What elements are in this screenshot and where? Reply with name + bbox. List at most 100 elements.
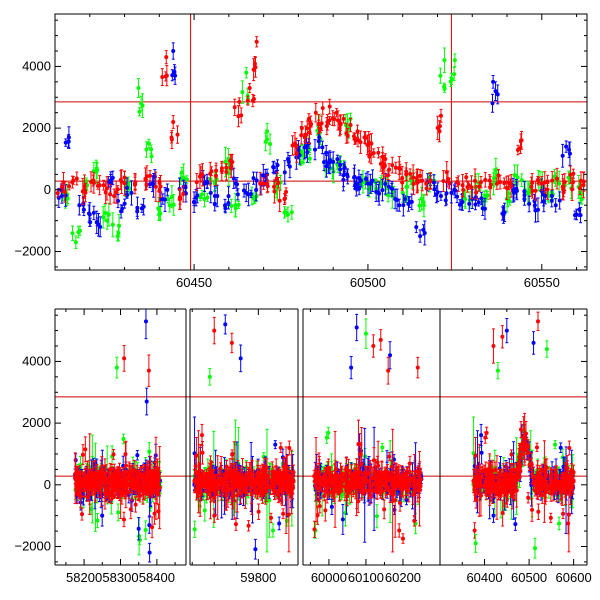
- bottom-outlier-point-blue: [144, 387, 149, 416]
- top-data-point-red: [336, 110, 341, 131]
- top-data-point-blue: [158, 191, 163, 207]
- top-data-point-red: [447, 177, 452, 190]
- bottom-data-point-red: [397, 523, 402, 538]
- top-data-point-red: [570, 177, 575, 202]
- top-data-point-red: [581, 171, 586, 192]
- top-data-point-red: [555, 167, 560, 190]
- bottom-outlier-point-blue: [223, 314, 228, 335]
- bottom-x-tick-label: 60400: [466, 570, 502, 585]
- top-data-point-red: [455, 177, 460, 188]
- top-data-point-green: [442, 47, 447, 74]
- top-data-point-green: [205, 192, 210, 203]
- top-data-point-red: [306, 113, 311, 125]
- bottom-x-tick-label: 58300: [102, 570, 138, 585]
- top-data-point-red: [327, 98, 332, 115]
- top-data-point-red: [428, 172, 433, 190]
- bottom-outlier-point-red: [122, 344, 127, 372]
- bottom-data-point-red: [200, 440, 205, 465]
- top-data-point-green: [282, 206, 287, 219]
- bottom-data-point-green: [374, 504, 379, 529]
- bottom-data-point-green: [270, 523, 275, 538]
- top-data-point-red: [353, 137, 358, 145]
- bottom-data-point-green: [121, 433, 126, 445]
- top-data-point-blue: [522, 189, 527, 201]
- bottom-data-point-green: [143, 520, 148, 540]
- top-data-point-blue: [212, 196, 217, 212]
- top-data-point-red: [114, 180, 119, 204]
- top-data-point-green: [103, 204, 108, 222]
- top-data-point-red: [229, 154, 234, 179]
- bottom-data-point-green: [533, 537, 538, 559]
- top-data-point-red: [160, 68, 165, 86]
- top-data-point-blue: [455, 190, 460, 204]
- top-data-point-blue: [86, 204, 91, 223]
- top-data-point-blue: [409, 193, 414, 211]
- top-data-point-blue: [94, 210, 99, 235]
- top-data-point-blue: [491, 74, 496, 89]
- top-data-point-red: [302, 132, 307, 143]
- bottom-data-point-red: [121, 511, 126, 528]
- top-data-point-green: [110, 212, 115, 238]
- bottom-data-point-blue: [253, 538, 258, 560]
- bottom-data-point-red: [536, 503, 541, 520]
- top-data-point-blue: [414, 221, 419, 234]
- top-data-point-blue: [91, 205, 96, 221]
- top-data-point-red: [89, 171, 94, 193]
- top-data-point-green: [566, 170, 571, 185]
- top-data-point-red: [148, 170, 153, 182]
- top-data-point-red: [101, 179, 106, 191]
- top-data-point-blue: [377, 181, 382, 206]
- top-data-point-red: [232, 98, 237, 116]
- top-data-point-red: [67, 182, 72, 191]
- bottom-plot-area: [55, 309, 587, 563]
- bottom-segment: [312, 419, 424, 553]
- bottom-data-point-red: [548, 512, 553, 524]
- top-data-point-blue: [271, 161, 276, 173]
- top-panel-frame: [54, 13, 588, 271]
- top-x-tick-label: 60450: [176, 275, 212, 290]
- bottom-outlier-point-blue: [504, 317, 509, 344]
- top-data-point-red: [561, 178, 566, 201]
- top-data-point-blue: [297, 145, 302, 165]
- bottom-outlier-point-blue: [349, 356, 354, 380]
- top-data-point-blue: [502, 202, 507, 222]
- bottom-data-point-red: [567, 440, 572, 456]
- top-data-point-red: [71, 176, 76, 185]
- bottom-outlier-point-red: [229, 332, 234, 354]
- bottom-data-point-green: [553, 440, 558, 450]
- top-data-point-red: [515, 144, 520, 156]
- top-data-point-red: [348, 117, 353, 133]
- top-data-point-red: [294, 143, 299, 163]
- top-data-point-red: [356, 132, 361, 148]
- top-data-point-red: [181, 185, 186, 203]
- top-data-point-red: [245, 95, 250, 106]
- top-data-point-red: [337, 120, 342, 137]
- top-data-point-blue: [208, 182, 213, 204]
- top-data-point-red: [320, 101, 325, 115]
- bottom-data-point-red: [526, 492, 531, 504]
- bottom-outliers-red: [122, 311, 540, 387]
- bottom-data-point-blue: [513, 517, 518, 531]
- bottom-outlier-point-red: [491, 328, 496, 364]
- top-data-point-red: [164, 65, 169, 87]
- top-data-point-green: [117, 214, 122, 238]
- bottom-y-tick-label: 2000: [22, 415, 51, 430]
- top-data-point-blue: [435, 182, 440, 203]
- bottom-outlier-point-red: [415, 356, 420, 379]
- top-data-point-green: [452, 53, 457, 68]
- top-data-point-blue: [403, 195, 408, 203]
- top-data-point-red: [464, 173, 469, 182]
- bottom-segment: [73, 433, 163, 556]
- top-data-point-red: [411, 172, 416, 196]
- bottom-x-tick-label: 59800: [240, 570, 276, 585]
- top-data-point-blue: [215, 184, 220, 208]
- top-data-point-red: [494, 177, 499, 190]
- top-data-point-blue: [452, 184, 457, 196]
- bottom-x-tick-label: 60600: [556, 570, 592, 585]
- top-data-point-red: [118, 170, 123, 190]
- top-data-point-green: [101, 206, 106, 229]
- top-data-point-red: [274, 171, 279, 186]
- top-data-point-red: [247, 82, 252, 94]
- top-data-point-green: [268, 133, 273, 155]
- top-data-point-blue: [335, 154, 340, 164]
